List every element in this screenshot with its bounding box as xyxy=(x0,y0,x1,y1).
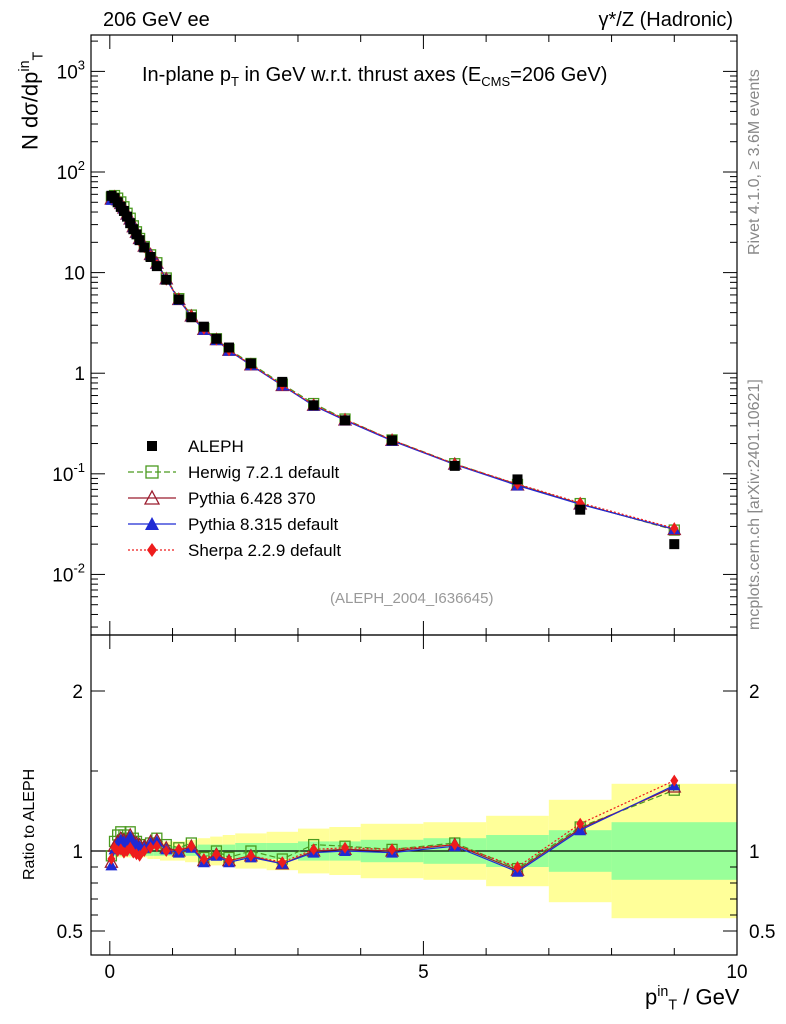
legend-label: Herwig 7.2.1 default xyxy=(188,463,339,482)
aleph-data-point xyxy=(145,251,156,262)
mc-ratio-marker xyxy=(341,841,350,854)
mc-ratio-marker xyxy=(199,853,208,865)
analysis-tag: (ALEPH_2004_I636645) xyxy=(330,590,494,607)
legend-marker xyxy=(145,517,159,530)
xlabel-pre: p xyxy=(645,984,658,1010)
aleph-data-point xyxy=(128,224,139,235)
mc-ratio-marker xyxy=(212,848,221,861)
aleph-data-point xyxy=(387,435,398,446)
mc-ratio-marker xyxy=(670,774,679,787)
ratio-plot-frame xyxy=(90,634,738,956)
aleph-data-point xyxy=(131,229,142,240)
legend-label: Pythia 6.428 370 xyxy=(188,489,316,508)
title-post: =206 GeV) xyxy=(510,64,608,86)
legend-marker xyxy=(147,543,157,557)
plot-title: In-plane pT in GeV w.r.t. thrust axes (E… xyxy=(142,65,607,88)
y-tick-label: 103 xyxy=(57,57,85,83)
aleph-data-point xyxy=(575,504,586,515)
mc-ratio-marker xyxy=(146,841,155,854)
y-tick-label: 1 xyxy=(74,364,85,385)
legend-marker xyxy=(143,489,161,505)
aleph-data-point xyxy=(245,358,256,369)
legend-marker xyxy=(145,465,159,479)
mc-ratio-marker xyxy=(278,856,287,869)
x-axis-label: pinT / GeV xyxy=(645,985,739,1013)
ratio-tick-label-right: 1 xyxy=(749,842,760,863)
title-mid: in GeV w.r.t. thrust axes (E xyxy=(238,64,482,86)
ratio-tick-label: 2 xyxy=(72,682,83,703)
aleph-data-point xyxy=(340,415,351,426)
mc-series-marker xyxy=(670,522,679,535)
y-tick-label: 10-2 xyxy=(52,560,85,586)
y-tick-label: 10-1 xyxy=(52,460,85,486)
aleph-data-point xyxy=(669,539,680,550)
mc-series-line xyxy=(111,196,675,529)
x-tick-label: 5 xyxy=(418,962,429,983)
aleph-data-point xyxy=(139,242,150,253)
mc-ratio-marker xyxy=(174,843,183,856)
aleph-data-point xyxy=(186,312,197,323)
mc-ratio-marker xyxy=(224,854,233,867)
header-left: 206 GeV ee xyxy=(103,9,210,31)
x-tick-label: 0 xyxy=(105,962,116,983)
aleph-data-point xyxy=(134,235,145,246)
ratio-tick-label: 1 xyxy=(72,842,83,863)
mc-ratio-line xyxy=(110,789,675,870)
xlabel-post: / GeV xyxy=(677,984,740,1010)
title-sub: T xyxy=(230,74,239,89)
mc-ratio-marker xyxy=(450,838,459,851)
mc-ratio-marker xyxy=(140,845,149,857)
legend-label-aleph: ALEPH xyxy=(188,437,244,456)
aleph-data-point xyxy=(512,474,523,485)
mc-ratio-marker xyxy=(513,861,522,873)
y-tick-label: 10 xyxy=(64,264,85,285)
mc-ratio-marker xyxy=(162,845,171,857)
header-right: γ*/Z (Hadronic) xyxy=(598,9,733,31)
title-sub2: CMS xyxy=(481,74,511,89)
aleph-data-point xyxy=(449,460,460,471)
aleph-data-point xyxy=(211,333,222,344)
aleph-data-point xyxy=(151,261,162,272)
aleph-data-point xyxy=(277,376,288,387)
aleph-data-point xyxy=(161,274,172,285)
mc-ratio-marker xyxy=(309,843,318,856)
aleph-data-point xyxy=(223,342,234,353)
mc-ratio-marker xyxy=(576,817,585,830)
title-pre: In-plane p xyxy=(142,64,231,86)
legend-label: Sherpa 2.2.9 default xyxy=(188,541,341,560)
y-tick-label: 102 xyxy=(57,158,85,184)
legend-label: Pythia 8.315 default xyxy=(188,515,339,534)
aleph-data-point xyxy=(118,205,129,216)
mc-ratio-marker xyxy=(187,840,196,853)
xlabel-sup: in xyxy=(657,984,669,1000)
mc-ratio-marker xyxy=(246,849,255,862)
xlabel-sub: T xyxy=(668,997,678,1014)
aleph-data-point xyxy=(122,211,133,222)
mc-ratio-marker xyxy=(388,843,397,856)
ratio-tick-label-right: 2 xyxy=(749,682,760,703)
mc-ratio-marker xyxy=(107,853,116,865)
ratio-tick-label: 0.5 xyxy=(57,922,83,943)
aleph-data-point xyxy=(198,321,209,332)
x-tick-label: 10 xyxy=(726,962,747,983)
aleph-data-point xyxy=(308,400,319,411)
mc-ratio-marker xyxy=(152,840,161,853)
aleph-data-point xyxy=(125,218,136,229)
legend-marker-aleph xyxy=(147,441,157,451)
aleph-data-point xyxy=(173,294,184,305)
ratio-tick-label-right: 0.5 xyxy=(749,922,775,943)
